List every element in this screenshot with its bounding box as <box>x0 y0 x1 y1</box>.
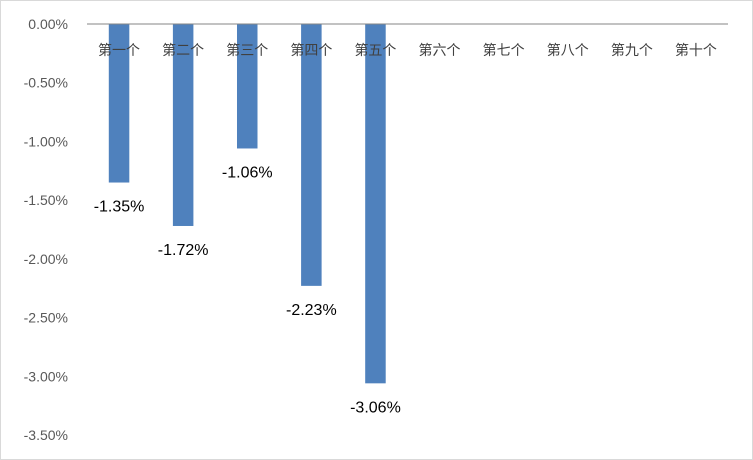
data-label: -3.06% <box>350 399 401 416</box>
x-tick-labels: 第一个 第二个 第三个 第四个 第五个 第六个 第七个 第八个 第九个 第十个 <box>98 42 717 59</box>
bar <box>365 24 386 384</box>
y-tick-label: -0.50% <box>24 75 68 91</box>
bar <box>301 24 322 286</box>
y-tick-label: -2.00% <box>24 251 68 267</box>
x-tick-label: 第二个 <box>162 42 204 59</box>
y-tick-label: -1.00% <box>24 133 68 149</box>
y-tick-label: -3.00% <box>24 368 68 384</box>
x-tick-label: 第十个 <box>675 42 717 59</box>
x-tick-label: 第三个 <box>226 42 268 59</box>
data-label: -1.72% <box>158 242 209 259</box>
y-tick-label: 0.00% <box>28 16 68 32</box>
y-axis: 0.00% -0.50% -1.00% -1.50% -2.00% -2.50% -3.00… <box>24 16 68 443</box>
bar <box>236 24 258 149</box>
x-tick-label: 第九个 <box>611 42 653 59</box>
x-tick-label: 第六个 <box>419 42 461 59</box>
data-label: -1.35% <box>94 199 145 216</box>
data-labels: -1.35% -1.72% -1.06% -2.23% -3.06% <box>94 164 401 416</box>
bar <box>108 24 130 183</box>
x-tick-label: 第八个 <box>547 42 589 59</box>
y-tick-label: -1.50% <box>24 192 68 208</box>
bar-series <box>108 24 386 384</box>
data-label: -1.06% <box>222 164 273 181</box>
bar <box>172 24 194 226</box>
y-tick-label: -2.50% <box>24 310 68 326</box>
x-tick-label: 第四个 <box>290 42 332 59</box>
x-tick-label: 第一个 <box>98 42 140 59</box>
x-tick-label: 第七个 <box>483 42 525 59</box>
x-tick-label: 第五个 <box>354 42 396 59</box>
y-tick-label: -3.50% <box>24 427 68 443</box>
data-label: -2.23% <box>286 302 337 319</box>
